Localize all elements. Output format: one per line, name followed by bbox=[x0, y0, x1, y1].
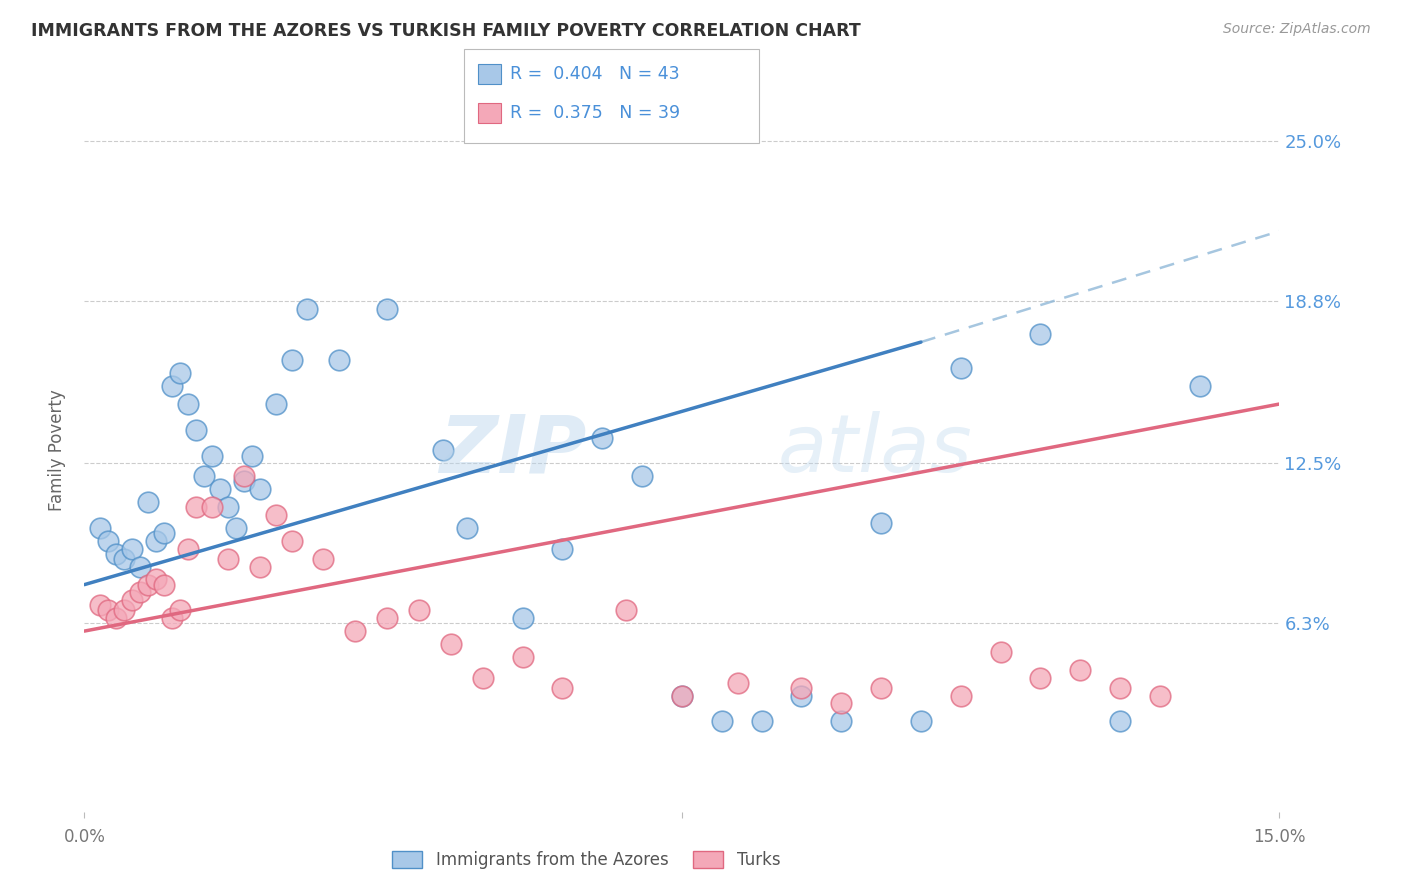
Point bbox=[105, 611, 128, 625]
Point bbox=[112, 603, 135, 617]
Point bbox=[614, 603, 637, 617]
Point bbox=[591, 431, 613, 445]
Point bbox=[328, 353, 350, 368]
Point bbox=[89, 599, 111, 613]
Legend: Immigrants from the Azores, Turks: Immigrants from the Azores, Turks bbox=[385, 844, 787, 876]
Point bbox=[312, 551, 335, 566]
Point bbox=[456, 521, 478, 535]
Point bbox=[949, 689, 972, 703]
Point bbox=[217, 500, 239, 515]
Point bbox=[1109, 681, 1132, 695]
Point bbox=[440, 637, 463, 651]
Point bbox=[153, 526, 176, 541]
Point bbox=[1029, 327, 1052, 342]
Point bbox=[408, 603, 430, 617]
Point bbox=[1029, 671, 1052, 685]
Point bbox=[129, 559, 152, 574]
Point bbox=[990, 645, 1012, 659]
Point bbox=[249, 559, 271, 574]
Point bbox=[1109, 714, 1132, 729]
Point bbox=[1069, 663, 1091, 677]
Point bbox=[240, 449, 263, 463]
Point bbox=[432, 443, 454, 458]
Point bbox=[89, 521, 111, 535]
Point bbox=[671, 689, 693, 703]
Point bbox=[344, 624, 367, 639]
Y-axis label: Family Poverty: Family Poverty bbox=[48, 390, 66, 511]
Point bbox=[249, 482, 271, 496]
Point bbox=[1188, 379, 1211, 393]
Point bbox=[1149, 689, 1171, 703]
Point bbox=[201, 449, 224, 463]
Point bbox=[512, 611, 534, 625]
Point bbox=[471, 671, 494, 685]
Point bbox=[177, 397, 200, 411]
Point bbox=[727, 675, 749, 690]
Point bbox=[136, 577, 159, 591]
Point bbox=[870, 516, 893, 530]
Text: ZIP: ZIP bbox=[439, 411, 586, 490]
Point bbox=[631, 469, 654, 483]
Point bbox=[551, 541, 574, 556]
Point bbox=[184, 500, 207, 515]
Point bbox=[232, 475, 254, 489]
Point bbox=[184, 423, 207, 437]
Text: R =  0.375   N = 39: R = 0.375 N = 39 bbox=[510, 104, 681, 122]
Point bbox=[112, 551, 135, 566]
Point bbox=[97, 533, 120, 548]
Point bbox=[790, 681, 813, 695]
Point bbox=[830, 697, 852, 711]
Point bbox=[201, 500, 224, 515]
Point bbox=[105, 547, 128, 561]
Text: R =  0.404   N = 43: R = 0.404 N = 43 bbox=[510, 65, 681, 83]
Point bbox=[870, 681, 893, 695]
Text: Source: ZipAtlas.com: Source: ZipAtlas.com bbox=[1223, 22, 1371, 37]
Point bbox=[121, 593, 143, 607]
Point bbox=[751, 714, 773, 729]
Point bbox=[232, 469, 254, 483]
Point bbox=[208, 482, 231, 496]
Point bbox=[97, 603, 120, 617]
Point bbox=[160, 379, 183, 393]
Point bbox=[145, 573, 167, 587]
Point bbox=[280, 353, 302, 368]
Point bbox=[153, 577, 176, 591]
Point bbox=[169, 366, 191, 380]
Point bbox=[671, 689, 693, 703]
Point bbox=[710, 714, 733, 729]
Text: IMMIGRANTS FROM THE AZORES VS TURKISH FAMILY POVERTY CORRELATION CHART: IMMIGRANTS FROM THE AZORES VS TURKISH FA… bbox=[31, 22, 860, 40]
Point bbox=[121, 541, 143, 556]
Point bbox=[830, 714, 852, 729]
Point bbox=[169, 603, 191, 617]
Point bbox=[910, 714, 932, 729]
Point bbox=[145, 533, 167, 548]
Point bbox=[160, 611, 183, 625]
Point bbox=[280, 533, 302, 548]
Point bbox=[129, 585, 152, 599]
Point bbox=[193, 469, 215, 483]
Point bbox=[225, 521, 247, 535]
Point bbox=[297, 301, 319, 316]
Point bbox=[512, 649, 534, 664]
Point bbox=[551, 681, 574, 695]
Text: atlas: atlas bbox=[778, 411, 973, 490]
Point bbox=[375, 611, 398, 625]
Point bbox=[177, 541, 200, 556]
Point bbox=[375, 301, 398, 316]
Point bbox=[949, 360, 972, 375]
Point bbox=[264, 508, 287, 522]
Point bbox=[790, 689, 813, 703]
Point bbox=[264, 397, 287, 411]
Point bbox=[136, 495, 159, 509]
Point bbox=[217, 551, 239, 566]
